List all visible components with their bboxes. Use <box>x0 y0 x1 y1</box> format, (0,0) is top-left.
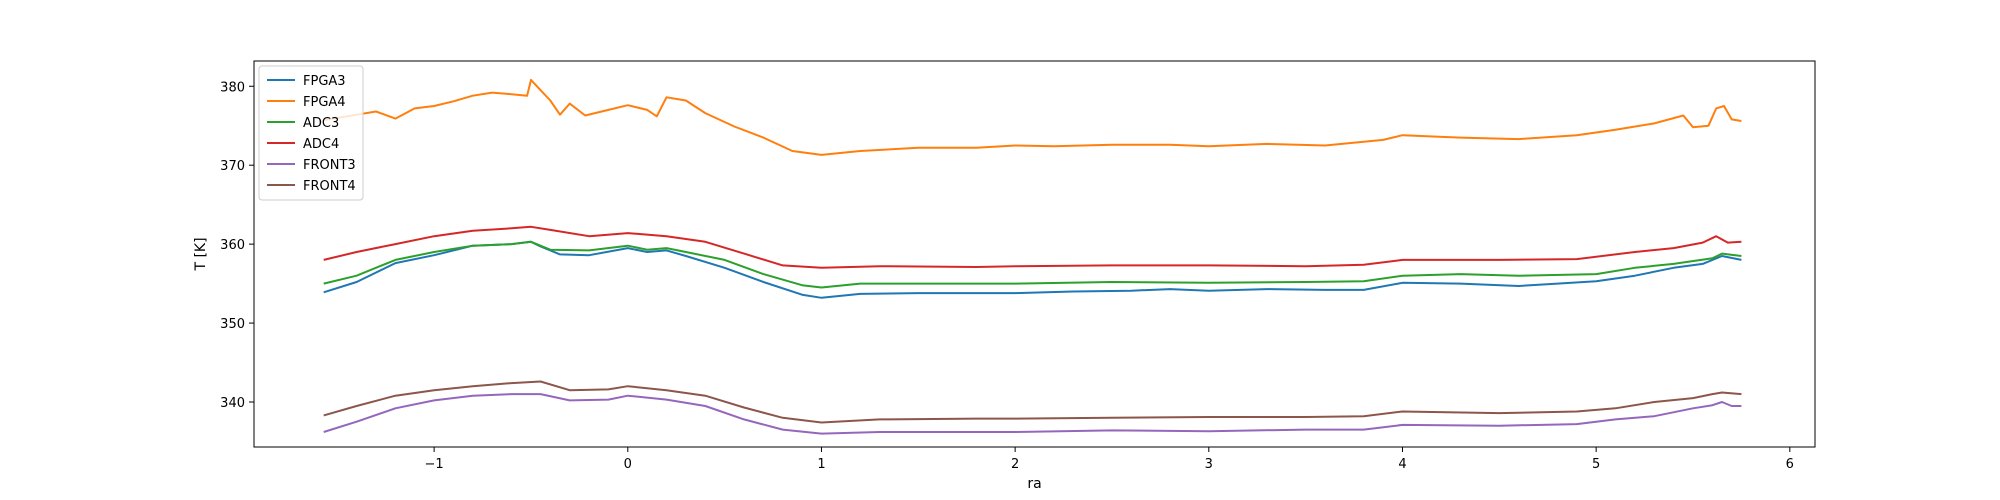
axes-frame <box>253 60 1816 448</box>
legend-label: FPGA4 <box>303 95 346 110</box>
x-tick-label: 0 <box>624 457 632 472</box>
y-axis: 340 350 360 370 380 <box>220 80 254 411</box>
x-tick-label: −1 <box>425 457 444 472</box>
legend-label: FRONT4 <box>303 179 356 194</box>
series-line-adc4 <box>323 225 1742 269</box>
legend-label: ADC4 <box>303 137 339 152</box>
x-tick-label: 4 <box>1398 457 1406 472</box>
x-tick-label: 6 <box>1786 457 1794 472</box>
series-line-fpga4 <box>323 78 1742 156</box>
y-tick-label: 340 <box>220 396 245 411</box>
series-line-front3 <box>323 393 1742 435</box>
legend-label: FPGA3 <box>303 74 346 89</box>
legend: FPGA3 FPGA4 ADC3 ADC4 FRONT3 FRONT4 <box>258 65 364 201</box>
x-tick-label: 2 <box>1011 457 1019 472</box>
y-tick-label: 350 <box>220 317 245 332</box>
y-tick-label: 370 <box>220 159 245 174</box>
x-tick-label: 1 <box>817 457 825 472</box>
x-tick-label: 3 <box>1205 457 1213 472</box>
series-layer <box>323 78 1742 435</box>
series-line-adc3 <box>323 240 1742 289</box>
legend-box <box>258 65 364 201</box>
y-tick-label: 360 <box>220 238 245 253</box>
legend-label: ADC3 <box>303 116 339 131</box>
legend-label: FRONT3 <box>303 158 356 173</box>
x-axis: −1 0 1 2 3 4 5 6 <box>425 447 1794 472</box>
y-tick-label: 380 <box>220 80 245 95</box>
y-axis-label: T [K] <box>193 237 209 271</box>
series-line-front4 <box>323 380 1742 424</box>
x-axis-label: ra <box>1027 476 1041 492</box>
x-tick-label: 5 <box>1592 457 1600 472</box>
